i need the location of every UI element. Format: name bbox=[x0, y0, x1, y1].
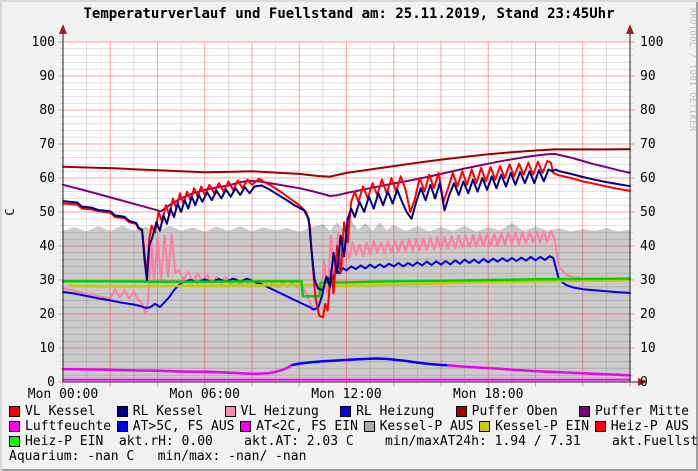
legend-item-vl-heizung: VL Heizung bbox=[224, 404, 319, 419]
y-tick-label-right: 90 bbox=[640, 69, 656, 84]
legend-swatch bbox=[9, 421, 20, 432]
y-tick-label-left: 30 bbox=[39, 273, 55, 288]
legend-label: AT>5C, FS AUS bbox=[132, 419, 235, 434]
legend-item-kessel-p-ein: Kessel-P EIN bbox=[479, 419, 589, 434]
x-tick-label: Mon 00:00 bbox=[28, 387, 98, 402]
y-tick-label-left: 60 bbox=[39, 171, 55, 186]
legend-label: akt.rH: 0.00 akt.AT: 2.03 C min/maxAT24h… bbox=[118, 434, 698, 449]
grid bbox=[62, 41, 631, 383]
y-tick-label-right: 80 bbox=[640, 103, 656, 118]
y-tick-label-right: 30 bbox=[640, 273, 656, 288]
legend-label: RL Kessel bbox=[132, 404, 204, 419]
legend-row-1: VL Kessel RL Kessel VL Heizung RL Heizung Pu… bbox=[9, 404, 689, 419]
legend-swatch bbox=[340, 406, 352, 417]
y-tick-label-right: 50 bbox=[640, 205, 656, 220]
y-axis-arrow-right-icon bbox=[626, 24, 634, 34]
y-tick-label-right: 0 bbox=[640, 375, 648, 390]
y-tick-label-left: 90 bbox=[39, 69, 55, 84]
chart-title: Temperaturverlauf und Fuellstand am: 25.… bbox=[83, 6, 615, 22]
legend-label: Kessel-P EIN bbox=[495, 419, 590, 434]
x-tick-label: Mon 18:00 bbox=[453, 387, 523, 402]
y-tick-label-right: 70 bbox=[640, 137, 656, 152]
legend-swatch bbox=[116, 421, 128, 432]
x-tick-label: Mon 06:00 bbox=[170, 387, 240, 402]
legend-swatch bbox=[116, 406, 128, 417]
chart-canvas: 0 0 10 10 20 20 30 30 40 40 50 50 60 60 70 70 80 80 90 90 10… bbox=[3, 8, 697, 402]
legend-label: Aquarium: -nan C min/max: -nan/ -nan bbox=[9, 449, 307, 464]
legend-swatch bbox=[455, 406, 467, 417]
legend-stats-text: Aquarium: -nan C min/max: -nan/ -nan bbox=[9, 449, 306, 464]
legend-item-at-2c-fs-ein: AT<2C, FS EIN bbox=[240, 419, 358, 434]
y-tick-label-left: 70 bbox=[39, 137, 55, 152]
series-rl-kessel bbox=[62, 168, 631, 292]
legend-row-2: Luftfeuchte AT>5C, FS AUS AT<2C, FS EIN Kes… bbox=[9, 419, 689, 434]
legend-label: Puffer Mitte bbox=[595, 404, 689, 419]
legend-row-3: Heiz-P EIN akt.rH: 0.00 akt.AT: 2.03 C m… bbox=[9, 434, 698, 449]
legend-swatch bbox=[363, 421, 375, 432]
tick-labels: 0 0 10 10 20 20 30 30 40 40 50 50 60 60 70 70 80 80 90 90 10… bbox=[28, 35, 664, 402]
series-at-2c-fs-ein-frueh bbox=[61, 363, 294, 376]
series-at-5c-fs-aus bbox=[290, 357, 450, 367]
chart-legend: VL Kessel RL Kessel VL Heizung RL Heizung Pu… bbox=[9, 404, 698, 464]
legend-item-luftfeuchte: Luftfeuchte bbox=[9, 419, 111, 434]
legend-item-heiz-p-ein: Heiz-P EIN bbox=[9, 434, 103, 449]
y-tick-label-left: 50 bbox=[39, 205, 55, 220]
legend-label: Puffer Oben bbox=[471, 404, 558, 419]
legend-label: VL Heizung bbox=[240, 404, 319, 419]
legend-swatch bbox=[579, 406, 591, 417]
series-vl-kessel bbox=[62, 160, 631, 319]
y-tick-label-left: 0 bbox=[47, 375, 55, 390]
legend-swatch bbox=[9, 436, 20, 447]
legend-label: Heiz-P AUS bbox=[610, 419, 689, 434]
series-vl-heizung bbox=[62, 229, 631, 315]
legend-row-4: Aquarium: -nan C min/max: -nan/ -nan bbox=[9, 449, 689, 464]
legend-item-heiz-p-aus: Heiz-P AUS bbox=[594, 419, 689, 434]
legend-item-vl-kessel: VL Kessel bbox=[9, 404, 95, 419]
legend-label: RL Heizung bbox=[356, 404, 435, 419]
legend-item-rl-heizung: RL Heizung bbox=[340, 404, 434, 419]
legend-item-kessel-p-aus: Kessel-P AUS bbox=[363, 419, 474, 434]
legend-item-puffer-oben: Puffer Oben bbox=[455, 404, 558, 419]
fill-area-kessel-p-aus bbox=[63, 220, 630, 382]
y-tick-label-left: 10 bbox=[39, 341, 55, 356]
series-at-2c-fs-ein-spaet bbox=[446, 364, 632, 377]
legend-label: Heiz-P EIN bbox=[25, 434, 104, 449]
y-tick-label-right: 20 bbox=[640, 307, 656, 322]
legend-label: VL Kessel bbox=[25, 404, 96, 419]
legend-label: AT<2C, FS EIN bbox=[256, 419, 358, 434]
x-tick-label: Mon 12:00 bbox=[311, 387, 381, 402]
y-tick-label-left: 100 bbox=[32, 35, 55, 50]
series-kessel-p-ein bbox=[68, 279, 632, 288]
legend-swatch bbox=[594, 421, 606, 432]
y-tick-label-right: 40 bbox=[640, 239, 656, 254]
y-tick-label-left: 80 bbox=[39, 103, 55, 118]
series-puffer-oben bbox=[62, 148, 631, 178]
legend-swatch bbox=[240, 421, 252, 432]
y-tick-label-left: 40 bbox=[39, 239, 55, 254]
y-tick-label-right: 10 bbox=[640, 341, 656, 356]
y-tick-label-left: 20 bbox=[39, 307, 55, 322]
y-axis-arrow-left-icon bbox=[59, 24, 67, 34]
legend-item-at-5c-fs-aus: AT>5C, FS AUS bbox=[116, 419, 235, 434]
legend-swatch bbox=[9, 406, 20, 417]
legend-label: Kessel-P AUS bbox=[379, 419, 474, 434]
legend-item-rl-kessel: RL Kessel bbox=[116, 404, 204, 419]
y-tick-label-right: 100 bbox=[640, 35, 663, 50]
legend-label: Luftfeuchte bbox=[25, 419, 112, 434]
legend-item-puffer-mitte: Puffer Mitte bbox=[579, 404, 689, 419]
watermark-text: RRDTOOL / TOBI OETIKER bbox=[687, 8, 697, 132]
legend-swatch bbox=[224, 406, 236, 417]
legend-swatch bbox=[479, 421, 491, 432]
y-tick-label-right: 60 bbox=[640, 171, 656, 186]
y-axis-label: C bbox=[3, 208, 17, 215]
x-axis-arrow-icon bbox=[638, 378, 647, 386]
legend-stats-text: akt.rH: 0.00 akt.AT: 2.03 C min/maxAT24h… bbox=[103, 434, 698, 449]
